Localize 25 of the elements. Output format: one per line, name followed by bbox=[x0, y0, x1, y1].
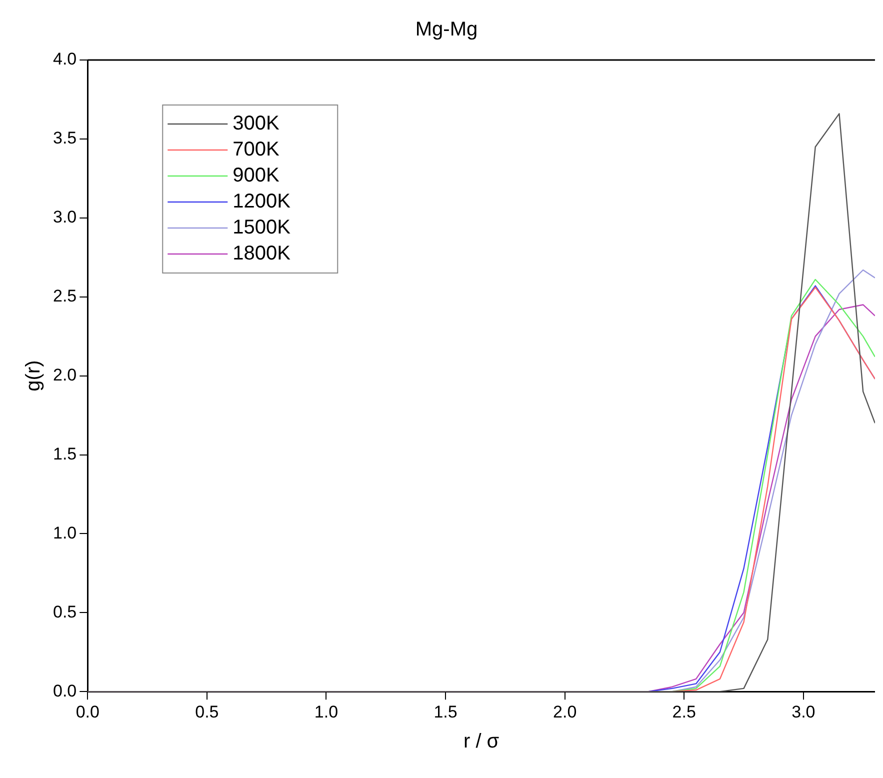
x-tick-label: 0.0 bbox=[76, 702, 100, 722]
x-tick-label: 2.5 bbox=[672, 702, 696, 722]
x-tick-label: 0.5 bbox=[195, 702, 219, 722]
y-tick-label: 4.0 bbox=[52, 50, 77, 69]
y-tick-label: 2.5 bbox=[52, 286, 77, 306]
y-tick-label: 1.5 bbox=[52, 444, 77, 464]
x-tick-label: 2.0 bbox=[553, 702, 577, 722]
y-tick-label: 0.0 bbox=[52, 681, 77, 700]
x-tick-label: 1.0 bbox=[314, 702, 338, 722]
legend-label: 300K bbox=[232, 112, 280, 135]
y-tick-label: 0.5 bbox=[52, 602, 77, 622]
y-tick-label: 3.5 bbox=[52, 128, 77, 148]
legend-label: 1200K bbox=[232, 190, 292, 213]
x-tick-label: 3.0 bbox=[792, 702, 816, 722]
y-tick-label: 3.0 bbox=[52, 208, 77, 227]
legend-label: 1800K bbox=[232, 242, 292, 265]
x-tick-label: 1.5 bbox=[434, 702, 458, 722]
y-tick-label: 2.0 bbox=[52, 365, 77, 384]
x-axis-title: r / σ bbox=[463, 730, 500, 753]
y-tick-label: 1.0 bbox=[52, 523, 77, 542]
y-axis-title: g(r) bbox=[22, 360, 45, 392]
legend-label: 900K bbox=[232, 164, 280, 187]
legend-label: 1500K bbox=[232, 216, 292, 239]
legend-label: 700K bbox=[232, 138, 280, 161]
chart-title: Mg-Mg bbox=[415, 18, 478, 41]
